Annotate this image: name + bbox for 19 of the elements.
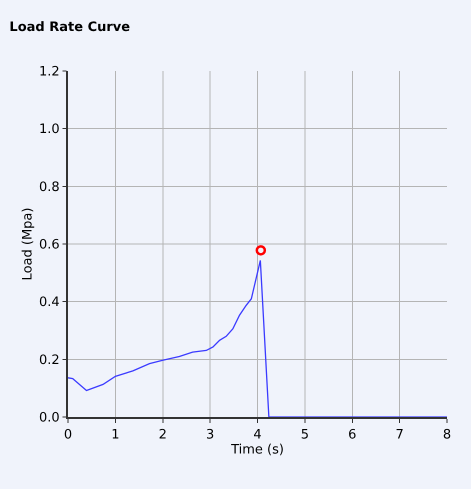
y-axis-title: Load (Mpa) <box>20 208 36 280</box>
x-tick-label: 5 <box>300 427 310 442</box>
y-tick-label: 1.0 <box>38 122 60 138</box>
y-tick-label: 0.4 <box>38 295 60 310</box>
chart-title: Load Rate Curve <box>9 20 130 36</box>
x-tick-label: 0 <box>64 427 72 442</box>
y-tick-label: 0.8 <box>38 180 60 195</box>
x-tick-label: 8 <box>442 427 452 442</box>
y-tick-label: 0.6 <box>38 238 60 253</box>
x-tick-label: 2 <box>158 427 167 442</box>
y-tick-label: 1.2 <box>38 64 60 80</box>
x-tick-label: 7 <box>395 427 404 442</box>
x-tick-label: 1 <box>111 427 120 442</box>
x-tick-label: 4 <box>253 427 262 442</box>
y-tick-label: 0.0 <box>38 410 60 426</box>
y-tick-label: 0.2 <box>38 352 60 368</box>
x-tick-label: 3 <box>206 427 214 442</box>
x-tick-label: 6 <box>348 427 356 442</box>
x-axis-title: Time (s) <box>230 442 284 458</box>
